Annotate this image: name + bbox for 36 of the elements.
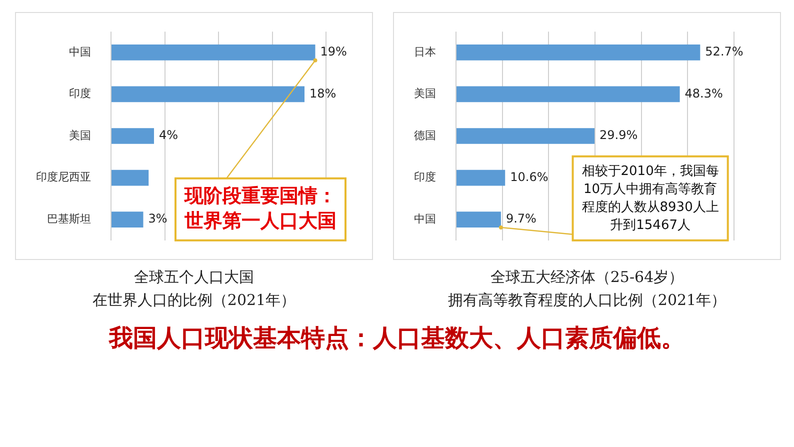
annotation: 现阶段重要国情：世界第一人口大国 (184, 184, 336, 232)
bar (112, 170, 149, 186)
bar (456, 212, 501, 228)
text: 在世界人口的比例（2021年） (91, 290, 297, 311)
y-tick-label: 印度尼西亚 (36, 170, 91, 184)
data-label: 19% (320, 44, 347, 59)
text: 拥有高等教育程度的人口比例（2021年） (446, 290, 728, 311)
data-label: 10.6% (510, 170, 548, 184)
data-label: 29.9% (600, 128, 638, 142)
y-tick-label: 德国 (414, 128, 436, 142)
data-label: 4% (159, 128, 178, 142)
bar (456, 128, 595, 144)
text: 全球五大经济体（25-64岁） (489, 267, 685, 288)
y-tick-label: 美国 (69, 128, 91, 142)
y-tick-label: 印度 (69, 87, 91, 100)
y-tick-label: 中国 (69, 45, 91, 58)
y-tick-label: 印度 (414, 170, 436, 184)
bar (456, 170, 506, 186)
data-label: 9.7% (506, 212, 536, 226)
bar (456, 86, 680, 102)
bar (112, 212, 144, 228)
bar (112, 86, 304, 102)
data-label: 18% (310, 86, 336, 100)
data-label: 3% (148, 212, 168, 226)
annotation: 相较于2010年，我国每10万人中拥有高等教育程度的人数从8930人上升到15467人 (582, 164, 719, 233)
text: 全球五个人口大国 (133, 267, 255, 288)
data-label: 52.7% (705, 44, 744, 59)
bar (112, 128, 154, 144)
y-tick-label: 日本 (414, 45, 436, 58)
text: 我国人口现状基本特点：人口基数大、人口素质偏低。 (108, 323, 686, 354)
y-tick-label: 美国 (414, 87, 436, 100)
y-tick-label: 中国 (414, 212, 436, 226)
data-label: 48.3% (684, 86, 723, 100)
y-tick-label: 巴基斯坦 (47, 212, 91, 226)
bar (456, 44, 700, 60)
bar (112, 44, 316, 60)
